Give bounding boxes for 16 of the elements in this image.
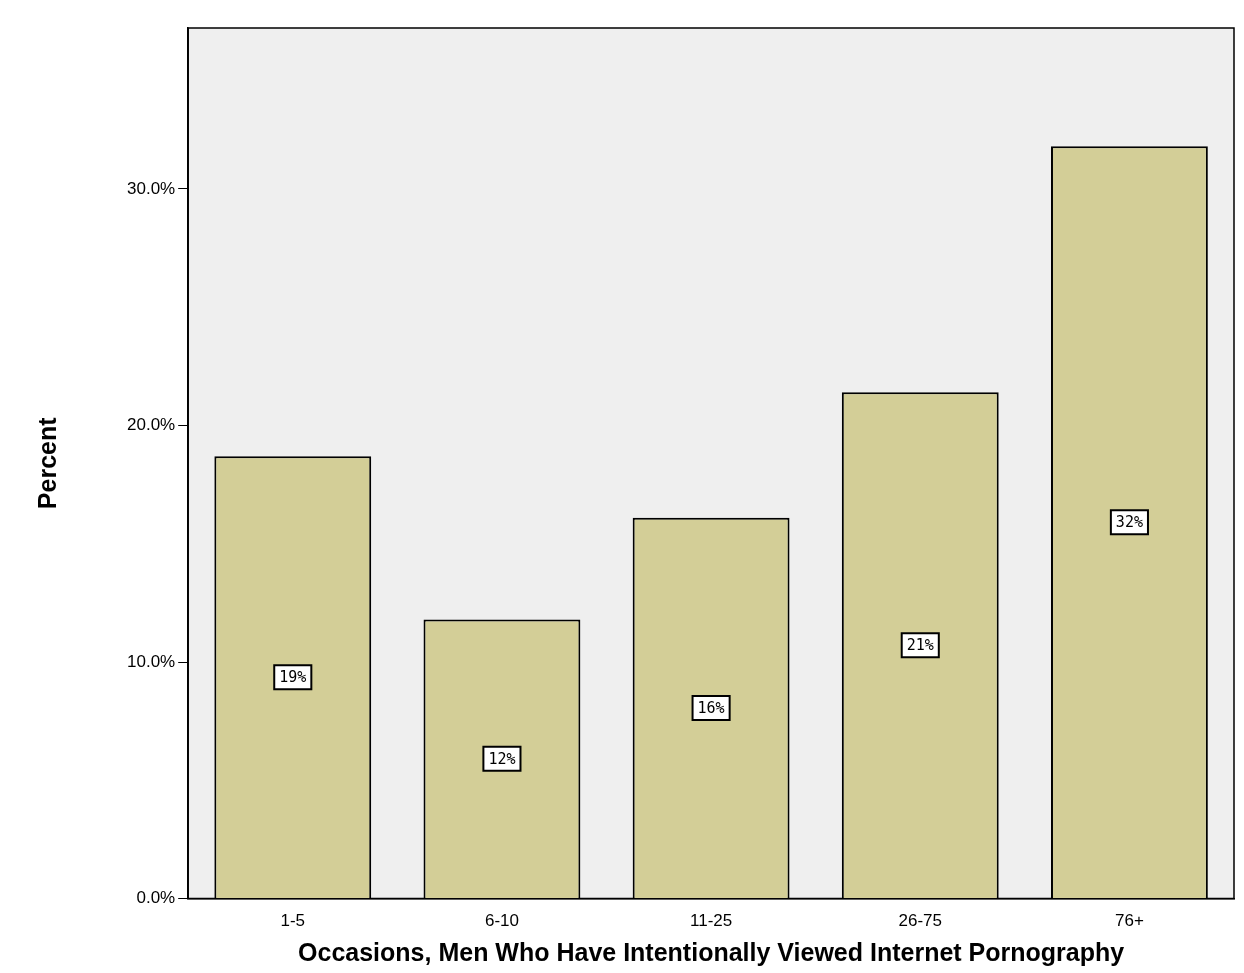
y-tick-label: 20.0% xyxy=(127,415,176,435)
y-tick-label: 0.0% xyxy=(136,888,176,908)
y-tick-label: 30.0% xyxy=(127,178,176,198)
x-tick-label: 11-25 xyxy=(689,911,733,931)
data-label: 21% xyxy=(906,636,934,655)
y-tick-label: 10.0% xyxy=(127,651,176,671)
data-label: 19% xyxy=(279,668,307,687)
x-tick-label: 6-10 xyxy=(484,911,519,931)
data-label: 32% xyxy=(1115,513,1143,532)
y-axis-title: Percent xyxy=(32,416,61,510)
data-label: 12% xyxy=(488,749,516,768)
x-axis-title: Occasions, Men Who Have Intentionally Viewed Internet Pornography xyxy=(298,937,1125,966)
x-tick-label: 1-5 xyxy=(280,911,306,931)
x-tick-label: 76+ xyxy=(1115,911,1144,931)
data-label: 16% xyxy=(697,698,725,717)
x-tick-label: 26-75 xyxy=(898,911,942,931)
